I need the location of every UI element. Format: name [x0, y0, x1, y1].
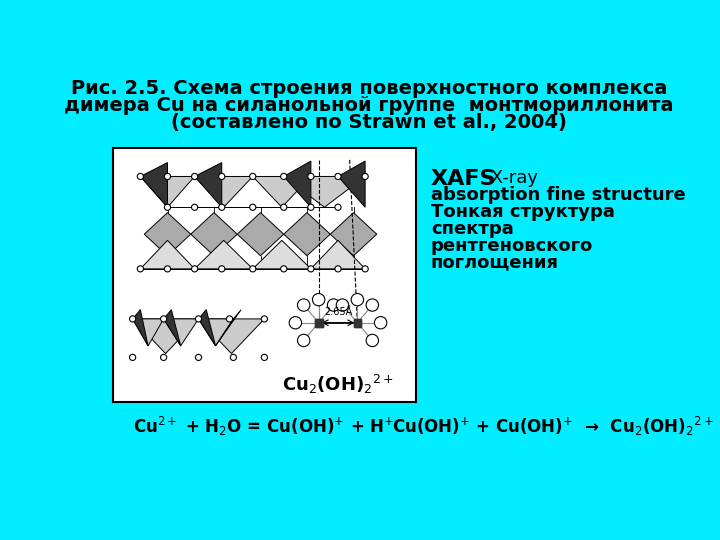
Polygon shape	[238, 213, 284, 256]
Bar	[113, 148, 415, 402]
Circle shape	[226, 316, 233, 322]
Text: димера Cu на силанольной группе  монтмориллонита: димера Cu на силанольной группе монтмори…	[64, 96, 674, 114]
Polygon shape	[194, 240, 253, 269]
Circle shape	[366, 334, 379, 347]
Text: Cu(OH)$^{+}$ + Cu(OH)$^{+}$  →  Cu$_{2}$(OH)$_{2}$$^{2+}$: Cu(OH)$^{+}$ + Cu(OH)$^{+}$ → Cu$_{2}$(O…	[392, 415, 714, 438]
Text: поглощения: поглощения	[431, 253, 559, 272]
Text: X-ray: X-ray	[485, 168, 539, 187]
Text: (составлено по Strawn et al., 2004): (составлено по Strawn et al., 2004)	[171, 112, 567, 132]
Circle shape	[362, 173, 368, 179]
Circle shape	[219, 173, 225, 179]
Polygon shape	[140, 177, 194, 207]
Polygon shape	[191, 213, 238, 256]
Polygon shape	[338, 161, 365, 207]
Bar	[354, 319, 361, 327]
Polygon shape	[194, 177, 253, 207]
Circle shape	[161, 354, 167, 361]
Circle shape	[366, 299, 379, 311]
Polygon shape	[144, 213, 191, 256]
Circle shape	[261, 354, 267, 361]
Circle shape	[374, 316, 387, 329]
Text: Тонкая структура: Тонкая структура	[431, 202, 615, 221]
Circle shape	[219, 266, 225, 272]
Circle shape	[130, 316, 136, 322]
Circle shape	[164, 266, 171, 272]
Polygon shape	[199, 309, 215, 346]
Polygon shape	[194, 163, 222, 207]
Circle shape	[336, 299, 348, 311]
Circle shape	[307, 204, 314, 210]
Circle shape	[351, 294, 364, 306]
Circle shape	[362, 266, 368, 272]
Text: Cu$_{2}$(OH)$_{2}$$^{2+}$: Cu$_{2}$(OH)$_{2}$$^{2+}$	[282, 373, 394, 396]
Polygon shape	[330, 213, 377, 256]
Circle shape	[138, 173, 143, 179]
Polygon shape	[140, 163, 168, 207]
Circle shape	[250, 173, 256, 179]
Circle shape	[250, 204, 256, 210]
Circle shape	[307, 173, 314, 179]
Circle shape	[328, 299, 340, 311]
Circle shape	[161, 316, 167, 322]
Polygon shape	[199, 319, 264, 354]
Circle shape	[281, 173, 287, 179]
Circle shape	[312, 294, 325, 306]
Circle shape	[335, 266, 341, 272]
Circle shape	[164, 204, 171, 210]
Text: спектра: спектра	[431, 220, 514, 238]
Text: absorption fine structure: absorption fine structure	[431, 186, 685, 204]
Circle shape	[307, 266, 314, 272]
Polygon shape	[284, 213, 330, 256]
Text: 2.65Å: 2.65Å	[324, 307, 352, 316]
Polygon shape	[132, 309, 148, 346]
Polygon shape	[311, 240, 365, 269]
Polygon shape	[163, 309, 181, 346]
Circle shape	[297, 334, 310, 347]
Polygon shape	[132, 319, 199, 354]
Circle shape	[192, 204, 198, 210]
Circle shape	[297, 299, 310, 311]
Polygon shape	[284, 177, 365, 207]
Circle shape	[138, 266, 143, 272]
Polygon shape	[163, 319, 199, 346]
Circle shape	[164, 173, 171, 179]
Circle shape	[192, 266, 198, 272]
Circle shape	[281, 266, 287, 272]
Bar	[315, 319, 323, 327]
Polygon shape	[284, 161, 311, 207]
Polygon shape	[215, 309, 241, 346]
Polygon shape	[140, 240, 194, 269]
Polygon shape	[199, 319, 233, 346]
Circle shape	[192, 173, 198, 179]
Circle shape	[230, 354, 236, 361]
Text: рентгеновского: рентгеновского	[431, 237, 593, 254]
Circle shape	[261, 316, 267, 322]
Circle shape	[289, 316, 302, 329]
Text: Рис. 2.5. Схема строения поверхностного комплекса: Рис. 2.5. Схема строения поверхностного …	[71, 79, 667, 98]
Circle shape	[130, 354, 136, 361]
Circle shape	[335, 204, 341, 210]
Circle shape	[281, 204, 287, 210]
Circle shape	[195, 354, 202, 361]
Polygon shape	[132, 319, 163, 346]
Circle shape	[219, 204, 225, 210]
Bar	[315, 319, 323, 327]
Polygon shape	[253, 240, 311, 269]
Text: Cu$^{2+}$ + H$_{2}$O = Cu(OH)$^{+}$ + H$^{+}$: Cu$^{2+}$ + H$_{2}$O = Cu(OH)$^{+}$ + H$…	[132, 415, 394, 438]
Text: XAFS: XAFS	[431, 168, 497, 189]
Circle shape	[195, 316, 202, 322]
Polygon shape	[253, 177, 311, 207]
Circle shape	[250, 266, 256, 272]
Bar	[354, 319, 361, 327]
Circle shape	[335, 173, 341, 179]
